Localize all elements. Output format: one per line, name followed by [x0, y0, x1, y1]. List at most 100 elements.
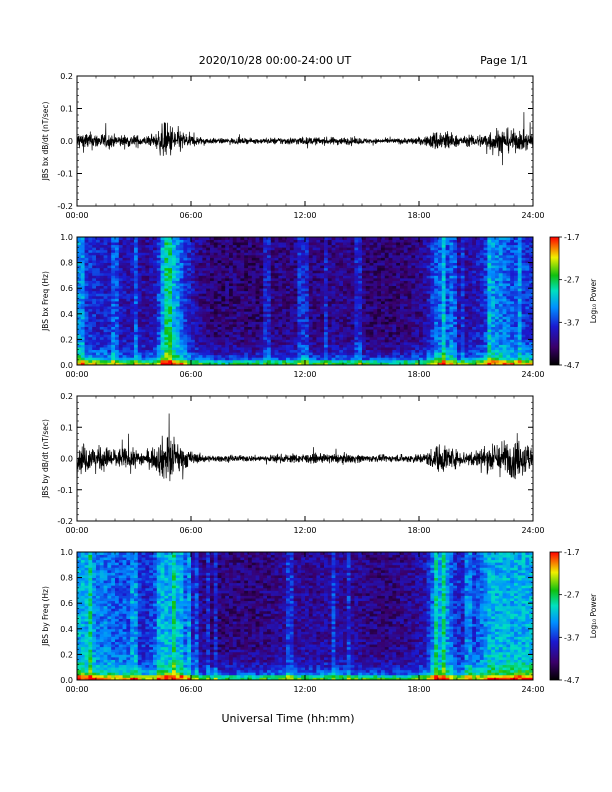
spectrogram-cell: [407, 336, 412, 340]
spectrogram-cell: [335, 254, 340, 258]
spectrogram-cell: [308, 313, 313, 317]
spectrogram-cell: [156, 237, 161, 240]
spectrogram-cell: [77, 349, 82, 353]
spectrogram-cell: [255, 326, 260, 330]
spectrogram-cell: [419, 244, 424, 248]
spectrogram-cell: [153, 249, 158, 253]
spectrogram-cell: [225, 349, 230, 353]
spectrogram-cell: [126, 362, 131, 366]
spectrogram-cell: [164, 290, 169, 294]
spectrogram-cell: [365, 339, 370, 343]
spectrogram-cell: [210, 336, 215, 340]
spectrogram-cell: [407, 298, 412, 302]
spectrogram-cell: [274, 252, 279, 256]
spectrogram-cell: [422, 254, 427, 258]
spectrogram-cell: [282, 354, 287, 358]
spectrogram-cell: [168, 334, 173, 338]
spectrogram-cell: [187, 262, 192, 266]
spectrogram-cell: [99, 357, 104, 361]
spectrogram-cell: [213, 354, 218, 358]
spectrogram-cell: [358, 298, 363, 302]
spectrogram-cell: [137, 349, 142, 353]
spectrogram-cell: [221, 275, 226, 279]
spectrogram-cell: [263, 244, 268, 248]
spectrogram-cell: [191, 339, 196, 343]
spectrogram-cell: [88, 272, 93, 276]
spectrogram-cell: [407, 260, 412, 263]
spectrogram-cell: [145, 257, 150, 261]
spectrogram-cell: [191, 316, 196, 320]
spectrogram-cell: [343, 265, 348, 269]
spectrogram-cell: [164, 334, 169, 338]
spectrogram-cell: [411, 298, 416, 302]
spectrogram-cell: [267, 362, 272, 366]
spectrogram-cell: [80, 359, 85, 363]
spectrogram-cell: [301, 359, 306, 363]
spectrogram-cell: [381, 275, 386, 279]
spectrogram-cell: [392, 298, 397, 302]
spectrogram-cell: [134, 267, 139, 271]
spectrogram-cell: [316, 301, 321, 304]
spectrogram-cell: [251, 344, 256, 348]
spectrogram-cell: [384, 331, 389, 335]
spectrogram-cell: [160, 339, 165, 343]
spectrogram-cell: [160, 318, 165, 322]
spectrogram-cell: [183, 288, 188, 292]
spectrogram-cell: [118, 239, 123, 243]
spectrogram-cell: [164, 321, 169, 325]
spectrogram-cell: [122, 244, 127, 248]
spectrogram-cell: [168, 272, 173, 276]
spectrogram-cell: [362, 285, 367, 289]
spectrogram-cell: [293, 290, 298, 294]
spectrogram-cell: [259, 272, 264, 276]
spectrogram-cell: [346, 249, 351, 253]
spectrogram-cell: [267, 272, 272, 276]
spectrogram-cell: [236, 265, 241, 269]
spectrogram-cell: [149, 275, 154, 279]
spectrogram-cell: [240, 354, 245, 358]
spectrogram-cell: [422, 306, 427, 310]
spectrogram-cell: [187, 303, 192, 307]
spectrogram-cell: [160, 272, 165, 276]
spectrogram-cell: [445, 359, 450, 363]
spectrogram-cell: [350, 326, 355, 330]
spectrogram-cell: [365, 272, 370, 276]
spectrogram-cell: [445, 339, 450, 343]
spectrogram-cell: [134, 244, 139, 248]
spectrogram-cell: [149, 303, 154, 307]
spectrogram-cell: [343, 331, 348, 335]
spectrogram-cell: [354, 254, 359, 258]
spectrogram-cell: [403, 267, 408, 271]
spectrogram-cell: [369, 303, 374, 307]
spectrogram-cell: [373, 336, 378, 340]
spectrogram-cell: [213, 280, 218, 284]
spectrogram-cell: [259, 301, 264, 304]
spectrogram-cell: [183, 336, 188, 340]
spectrogram-cell: [194, 267, 199, 271]
spectrogram-cell: [362, 324, 367, 327]
spectrogram-cell: [422, 311, 427, 315]
spectrogram-cell: [107, 306, 112, 310]
spectrogram-cell: [240, 318, 245, 322]
spectrogram-cell: [441, 285, 446, 289]
spectrogram-cell: [221, 313, 226, 317]
spectrogram-cell: [301, 341, 306, 345]
spectrogram-cell: [130, 303, 135, 307]
spectrogram-cell: [286, 341, 291, 345]
spectrogram-cell: [164, 301, 169, 304]
spectrogram-cell: [312, 280, 317, 284]
spectrogram-cell: [198, 288, 203, 292]
spectrogram-cell: [183, 308, 188, 312]
spectrogram-cell: [289, 247, 294, 251]
spectrogram-cell: [316, 249, 321, 253]
spectrogram-cell: [415, 295, 420, 299]
spectrogram-cell: [206, 283, 211, 287]
spectrogram-cell: [384, 280, 389, 284]
spectrogram-cell: [149, 321, 154, 325]
spectrogram-cell: [419, 247, 424, 251]
spectrogram-cell: [126, 277, 131, 281]
spectrogram-cell: [270, 270, 275, 274]
spectrogram-cell: [92, 354, 97, 358]
spectrogram-cell: [187, 249, 192, 253]
spectrogram-cell: [324, 362, 329, 366]
